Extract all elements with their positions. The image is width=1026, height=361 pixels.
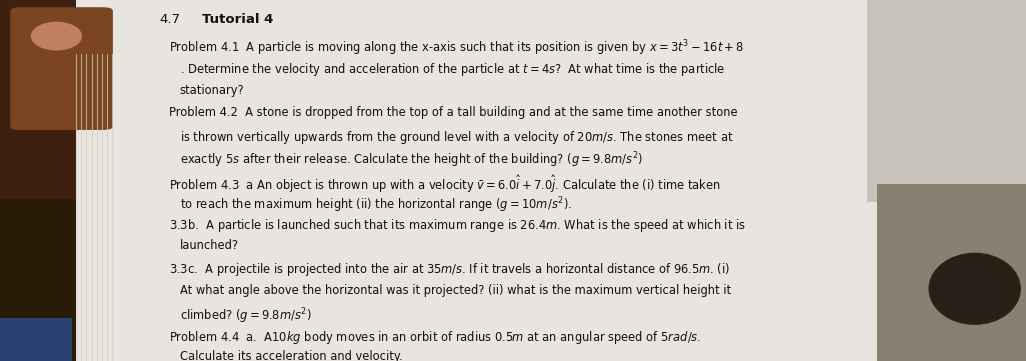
- Bar: [117, 0, 867, 361]
- Ellipse shape: [31, 22, 82, 51]
- Bar: [133, 0, 867, 361]
- Bar: [0, 199, 76, 361]
- FancyBboxPatch shape: [10, 7, 113, 130]
- Text: 4.7: 4.7: [159, 13, 180, 26]
- Text: is thrown vertically upwards from the ground level with a velocity of $20m/s$. T: is thrown vertically upwards from the gr…: [180, 129, 733, 145]
- Text: exactly $5s$ after their release. Calculate the height of the building? $(g = 9.: exactly $5s$ after their release. Calcul…: [180, 151, 642, 170]
- Text: 3.3c.  A projectile is projected into the air at $35m/s$. If it travels a horizo: 3.3c. A projectile is projected into the…: [169, 261, 731, 278]
- Text: Problem 4.1  A particle is moving along the x-axis such that its position is giv: Problem 4.1 A particle is moving along t…: [169, 38, 745, 57]
- Text: Problem 4.4  a.  A$10kg$ body moves in an orbit of radius $0.5m$ at an angular s: Problem 4.4 a. A$10kg$ body moves in an …: [169, 329, 702, 345]
- Bar: [867, 0, 1026, 202]
- Bar: [877, 184, 1026, 361]
- Text: Problem 4.3  a An object is thrown up with a velocity $\bar{v} = 6.0\hat{i}+7.0\: Problem 4.3 a An object is thrown up wit…: [169, 173, 721, 195]
- Bar: [0, 318, 72, 361]
- Text: launched?: launched?: [180, 239, 239, 252]
- Bar: [0, 0, 76, 209]
- Text: Tutorial 4: Tutorial 4: [202, 13, 274, 26]
- Text: to reach the maximum height (ii) the horizontal range $(g = 10m/s^2)$.: to reach the maximum height (ii) the hor…: [180, 196, 571, 215]
- Text: stationary?: stationary?: [180, 84, 244, 97]
- Text: climbed? $(g = 9.8m/s^2)$: climbed? $(g = 9.8m/s^2)$: [180, 306, 312, 326]
- Text: Problem 4.2  A stone is dropped from the top of a tall building and at the same : Problem 4.2 A stone is dropped from the …: [169, 106, 738, 119]
- Text: Calculate its acceleration and velocity.: Calculate its acceleration and velocity.: [180, 350, 402, 361]
- Text: 3.3b.  A particle is launched such that its maximum range is $26.4m$. What is th: 3.3b. A particle is launched such that i…: [169, 217, 746, 234]
- Ellipse shape: [929, 253, 1021, 325]
- Text: . Determine the velocity and acceleration of the particle at $t = 4s$?  At what : . Determine the velocity and acceleratio…: [180, 61, 725, 78]
- Text: At what angle above the horizontal was it projected? (ii) what is the maximum ve: At what angle above the horizontal was i…: [180, 284, 731, 297]
